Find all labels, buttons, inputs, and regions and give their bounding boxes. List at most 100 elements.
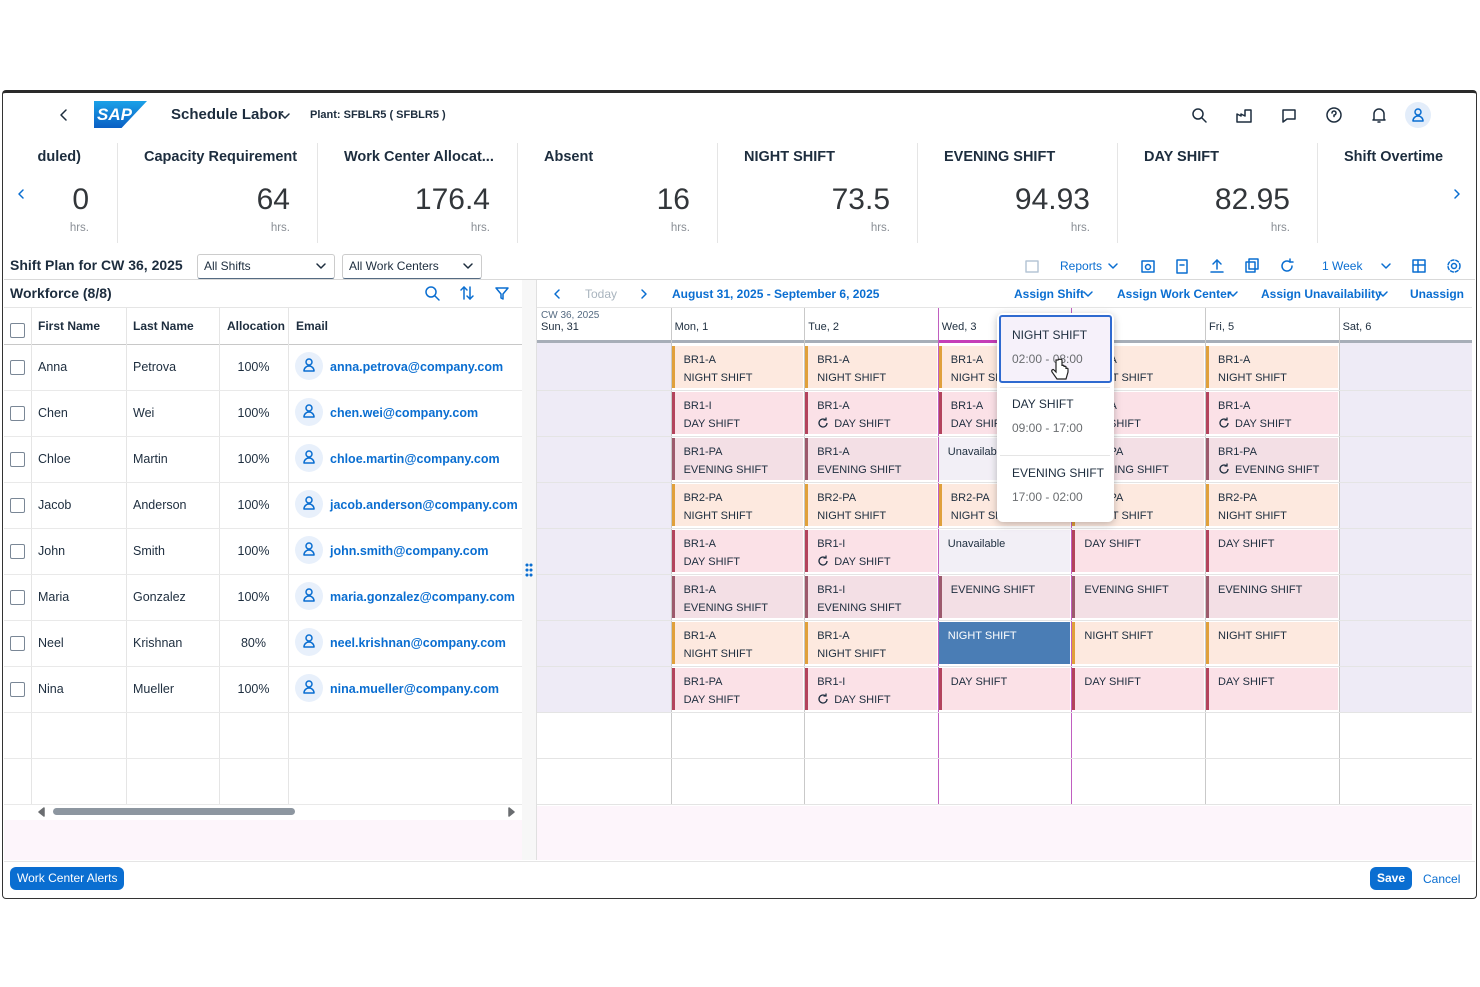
email-link[interactable]: chen.wei@company.com [330,406,479,420]
action-arrow[interactable] [1079,285,1097,303]
table-search[interactable] [423,284,441,302]
dropdown-shift[interactable]: DAY SHIFT [1012,397,1074,411]
shift-cell[interactable]: BR2-PA NIGHT SHIFT [671,484,804,526]
shift-cell[interactable]: EVENING SHIFT [938,576,1071,618]
kpi-card[interactable]: NIGHT SHIFT 73.5 hrs. [717,143,918,243]
dropdown-shift[interactable]: EVENING SHIFT [1012,466,1105,480]
alerts-button[interactable]: Work Center Alerts [10,867,125,890]
shift-cell[interactable]: DAY SHIFT [1206,668,1338,710]
cal-prev[interactable] [548,285,566,303]
shift-cell[interactable]: BR1-A DAY SHIFT [671,530,804,572]
scroll-right[interactable] [502,803,520,821]
toolbar-icon[interactable] [1208,257,1226,275]
shift-cell[interactable]: BR1-I DAY SHIFT [805,530,937,572]
title-menu[interactable] [276,107,294,125]
filter-select[interactable]: All Work Centers [342,254,482,279]
scroll-left[interactable] [33,803,51,821]
reports-button[interactable]: Reports [1060,259,1103,273]
email-link[interactable]: chloe.martin@company.com [330,452,500,466]
bell-icon[interactable] [1370,106,1388,124]
action-arrow[interactable] [1374,285,1392,303]
notify-icon[interactable] [1280,106,1298,124]
toolbar-icon[interactable] [1243,257,1261,275]
kpi-card[interactable]: Capacity Requirement 64 hrs. [117,143,318,243]
kpi-card[interactable]: Work Center Allocat... 176.4 hrs. [317,143,518,243]
shift-cell[interactable]: EVENING SHIFT [1072,576,1204,618]
filter-select[interactable]: All Shifts [197,254,335,279]
settings-icon[interactable] [1445,257,1463,275]
back-button[interactable] [55,106,73,124]
row-checkbox[interactable] [10,406,25,421]
cal-next[interactable] [635,285,653,303]
calendar-sync-icon[interactable] [1023,257,1041,275]
shift-cell[interactable]: BR1-A DAY SHIFT [805,392,937,434]
column-header[interactable]: Allocation [227,319,286,333]
calendar-action[interactable]: Unassign [1410,287,1465,301]
table-icon[interactable] [1410,257,1428,275]
email-link[interactable]: neel.krishnan@company.com [330,636,506,650]
kpi-card[interactable]: Shift Overtime [1317,143,1446,243]
calendar-action[interactable]: Assign Shift [1014,287,1085,301]
shift-cell[interactable]: DAY SHIFT [1206,530,1338,572]
app-title[interactable]: Schedule Labor [171,106,284,123]
shift-cell[interactable]: BR1-PA EVENING SHIFT [1206,438,1338,480]
action-arrow[interactable] [1224,285,1242,303]
row-checkbox[interactable] [10,636,25,651]
shift-cell[interactable]: BR1-A NIGHT SHIFT [805,346,937,388]
dropdown-shift[interactable]: NIGHT SHIFT [1012,328,1088,342]
filter-arrow[interactable] [459,257,477,275]
email-link[interactable]: jacob.anderson@company.com [330,498,518,512]
shift-cell[interactable]: BR2-PA NIGHT SHIFT [1206,484,1338,526]
shift-cell[interactable]: BR1-I EVENING SHIFT [805,576,937,618]
shift-cell[interactable]: BR1-I DAY SHIFT [671,392,804,434]
period-select[interactable]: 1 Week [1322,259,1363,273]
table-sort[interactable] [458,284,476,302]
shift-cell[interactable]: NIGHT SHIFT [1206,622,1338,664]
calendar-action[interactable]: Assign Work Center [1117,287,1232,301]
shift-cell[interactable]: BR1-A NIGHT SHIFT [671,622,804,664]
shift-cell[interactable]: NIGHT SHIFT [1072,622,1204,664]
toolbar-icon[interactable] [1173,257,1191,275]
row-checkbox[interactable] [10,682,25,697]
kpi-card[interactable]: duled) 0 hrs. [36,143,117,243]
shift-cell[interactable]: Unavailable [938,530,1071,572]
column-header[interactable]: First Name [38,319,101,333]
period-arrow[interactable] [1377,257,1395,275]
save-button[interactable]: Save [1370,867,1413,890]
search-icon[interactable] [1190,106,1208,124]
shift-cell[interactable]: DAY SHIFT [938,668,1071,710]
column-header[interactable]: Email [296,319,329,333]
shift-cell[interactable]: BR1-A NIGHT SHIFT [671,346,804,388]
shift-cell[interactable]: BR1-A EVENING SHIFT [671,576,804,618]
kpi-card[interactable]: EVENING SHIFT 94.93 hrs. [917,143,1118,243]
today-button[interactable]: Today [585,287,618,301]
shift-cell[interactable]: DAY SHIFT [1072,668,1204,710]
date-range[interactable]: August 31, 2025 - September 6, 2025 [672,287,880,301]
column-header[interactable]: Last Name [133,319,194,333]
shift-cell[interactable]: BR1-A EVENING SHIFT [805,438,937,480]
row-checkbox[interactable] [10,590,25,605]
email-link[interactable]: john.smith@company.com [330,544,489,558]
kpi-next[interactable] [1448,185,1466,203]
shift-cell[interactable]: BR1-I DAY SHIFT [805,668,937,710]
plant-icon[interactable] [1235,106,1253,124]
toolbar-icon[interactable] [1139,257,1157,275]
table-filter[interactable] [493,284,511,302]
splitter-grip[interactable] [520,561,538,579]
row-checkbox[interactable] [10,452,25,467]
row-checkbox[interactable] [10,544,25,559]
shift-cell[interactable]: DAY SHIFT [1072,530,1204,572]
kpi-card[interactable]: Absent 16 hrs. [517,143,718,243]
reports-arrow[interactable] [1104,257,1122,275]
shift-cell[interactable]: NIGHT SHIFT [938,622,1071,664]
toolbar-icon[interactable] [1278,257,1296,275]
calendar-action[interactable]: Assign Unavailability [1261,287,1382,301]
shift-cell[interactable]: BR1-A NIGHT SHIFT [1206,346,1338,388]
row-checkbox[interactable] [10,323,25,338]
shift-cell[interactable]: BR1-A NIGHT SHIFT [805,622,937,664]
kpi-card[interactable]: DAY SHIFT 82.95 hrs. [1117,143,1318,243]
shift-cell[interactable]: BR1-PA EVENING SHIFT [671,438,804,480]
email-link[interactable]: nina.mueller@company.com [330,682,499,696]
shift-cell[interactable]: BR2-PA NIGHT SHIFT [805,484,937,526]
email-link[interactable]: maria.gonzalez@company.com [330,590,515,604]
